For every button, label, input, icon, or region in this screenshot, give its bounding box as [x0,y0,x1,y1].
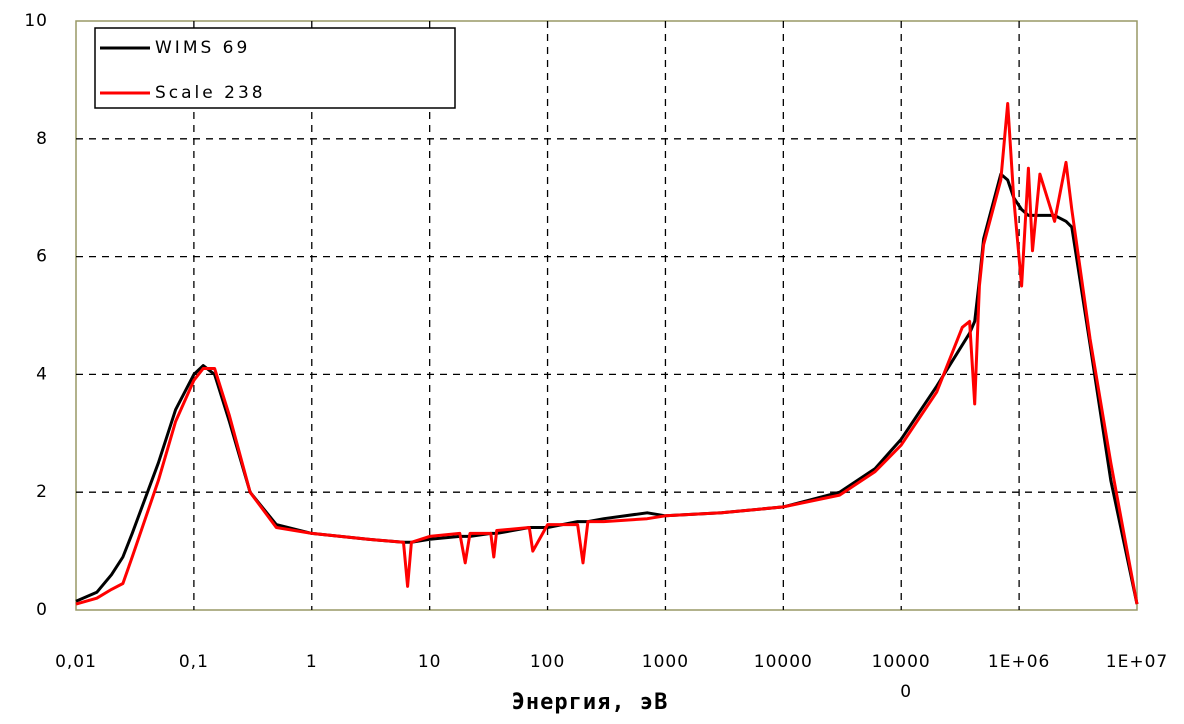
plot-area [75,20,1138,611]
y-tick-label: 6 [36,247,48,267]
x-tick-label: 100 [530,652,565,672]
y-tick-label: 8 [36,129,48,149]
x-tick-label: 10000 0 [872,652,931,702]
x-tick-label: 10000 [754,652,813,672]
x-axis-title: Энергия, эВ [512,690,669,715]
x-tick-label: 1 [306,652,318,672]
y-tick-label: 4 [36,364,48,384]
x-tick-label-line: 0 [900,682,912,702]
y-tick-label: 10 [24,11,48,31]
y-tick-label: 2 [36,482,48,502]
x-tick-label: 1000 [642,652,689,672]
x-tick-label: 10 [418,652,442,672]
legend-label: WIMS 69 [155,38,250,58]
x-tick-label-line: 10000 [872,652,931,672]
x-tick-label: 0,1 [179,652,209,672]
x-tick-label: 1E+07 [1106,652,1168,672]
series-line [75,102,1139,606]
x-tick-label: 1E+06 [988,652,1050,672]
series-line [75,172,1139,605]
y-tick-label: 0 [36,600,48,620]
legend-box [94,27,456,109]
x-tick-label: 0,01 [55,652,97,672]
legend-label: Scale 238 [155,83,266,103]
